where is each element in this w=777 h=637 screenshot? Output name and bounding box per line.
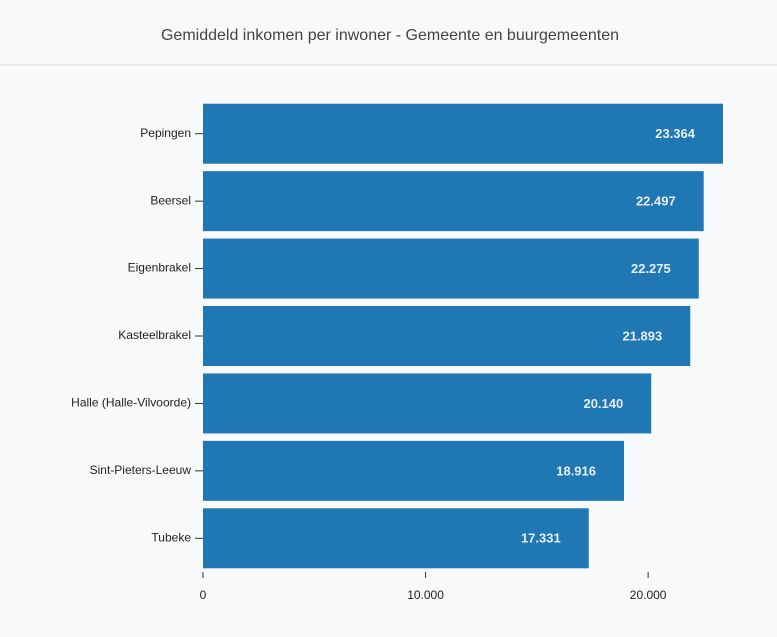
value-label: 20.140 [583,396,623,411]
bar [203,103,723,164]
y-tick-label: Eigenbrakel [128,261,191,275]
bar [203,508,589,569]
y-tick-label: Halle (Halle-Vilvoorde) [71,396,191,410]
value-label: 22.275 [631,261,671,276]
value-label: 17.331 [521,531,561,546]
x-tick-label: 0 [200,588,207,602]
bar [203,373,652,434]
value-label: 18.916 [556,463,596,478]
bar [203,306,691,366]
bar [203,440,625,501]
value-label: 21.893 [622,328,662,343]
bar [203,238,699,299]
y-tick-label: Sint-Pieters-Leeuw [90,463,192,477]
x-tick-label: 20.000 [630,588,667,602]
bar [203,171,704,232]
y-tick-label: Tubeke [151,530,191,544]
y-tick-label: Beersel [150,193,191,207]
chart-title: Gemiddeld inkomen per inwoner - Gemeente… [161,27,619,44]
x-tick-label: 10.000 [407,588,444,602]
value-label: 23.364 [655,126,696,141]
y-tick-label: Pepingen [140,126,191,140]
y-tick-label: Kasteelbrakel [118,328,191,342]
value-label: 22.497 [636,194,676,209]
